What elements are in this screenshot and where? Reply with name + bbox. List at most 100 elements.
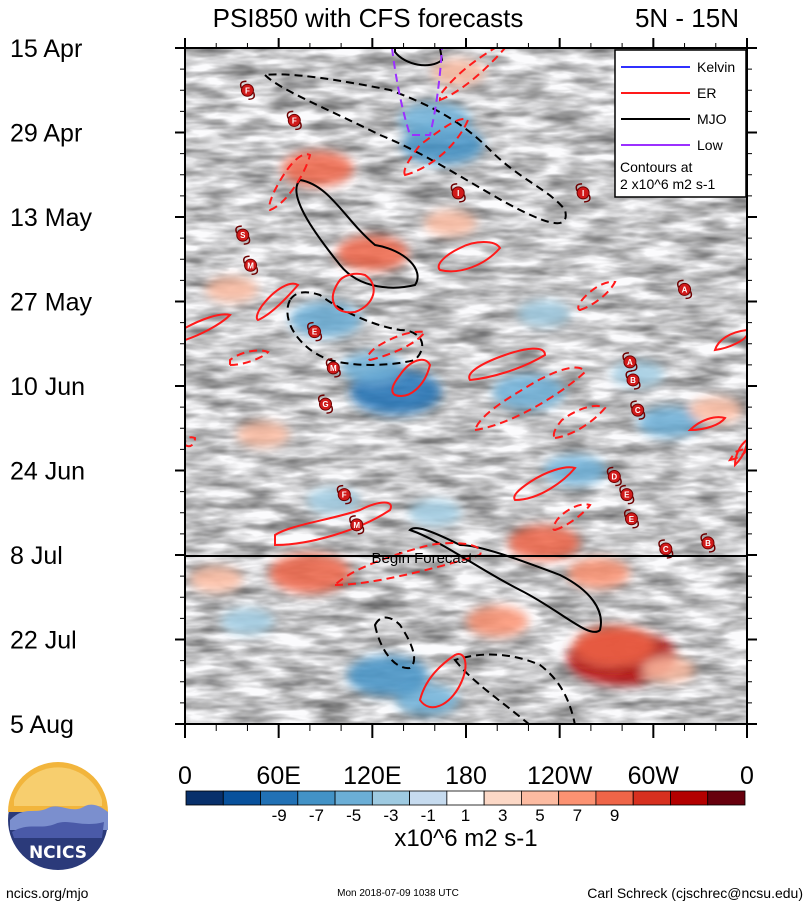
- storm-arm-icon: [307, 321, 314, 330]
- storm-marker: M: [325, 358, 341, 378]
- negative-anomaly-blob: [341, 352, 404, 384]
- storm-letter: B: [705, 539, 711, 548]
- er-contour-negative: [366, 330, 427, 362]
- mjo-contour-negative: [373, 616, 416, 670]
- negative-anomaly-blob: [492, 374, 565, 411]
- er-contour-negative: [727, 446, 747, 462]
- region-label: 5N - 15N: [635, 3, 739, 33]
- colorbar-tick-label: -7: [309, 806, 324, 825]
- storm-symbol-icon: [631, 403, 645, 417]
- storm-letter: E: [624, 491, 630, 500]
- storm-arm-icon: [630, 400, 637, 409]
- er-contour-positive: [713, 328, 747, 352]
- storm-letter: E: [629, 515, 635, 524]
- colorbar-segment: [371, 790, 411, 806]
- storm-arm-icon: [623, 509, 631, 518]
- storm-arm-icon: [326, 405, 334, 414]
- storm-marker: F: [239, 80, 256, 100]
- positive-anomaly-blob: [269, 552, 351, 594]
- colorbar-tick-label: 5: [535, 806, 544, 825]
- storm-arm-icon: [450, 183, 458, 192]
- storm-letter: C: [635, 406, 641, 415]
- storm-symbol-icon: [319, 397, 332, 411]
- storm-arm-icon: [295, 122, 302, 131]
- positive-anomaly-blob: [431, 58, 485, 86]
- storm-arm-icon: [622, 352, 629, 361]
- negative-anomaly-blob: [611, 360, 665, 388]
- er-contour-positive: [391, 358, 432, 397]
- er-contour-negative: [473, 366, 587, 432]
- colorbar-tick-label: -9: [272, 806, 287, 825]
- storm-symbol-icon: [701, 536, 715, 550]
- y-tick-label: 24 Jun: [10, 458, 85, 486]
- storm-arm-icon: [708, 544, 716, 553]
- er-contour-positive: [687, 416, 727, 432]
- storm-letter: M: [247, 261, 254, 270]
- storm-arm-icon: [575, 183, 583, 192]
- colorbar-segment: [483, 790, 522, 806]
- y-tick-label: 22 Jul: [10, 627, 77, 655]
- mjo-contour-positive: [394, 48, 444, 67]
- storm-arm-icon: [248, 91, 256, 100]
- storm-letter: E: [312, 328, 318, 337]
- er-contour-positive: [513, 466, 577, 502]
- storm-arm-icon: [606, 466, 614, 475]
- footer-author: Carl Schreck (cjschrec@ncsu.edu): [587, 885, 803, 901]
- storm-arm-icon: [632, 520, 640, 529]
- negative-anomaly-blob: [221, 608, 274, 635]
- x-tick-label: 60E: [256, 762, 300, 790]
- storm-marker: F: [336, 484, 352, 505]
- mjo-contour-positive: [408, 527, 602, 633]
- positive-anomaly-blob: [689, 396, 743, 424]
- storm-marker: I: [575, 183, 591, 203]
- storm-marker: A: [622, 352, 638, 372]
- storm-symbol-icon: [626, 373, 640, 387]
- er-contour-positive: [418, 653, 467, 709]
- storm-letter: M: [353, 521, 360, 530]
- storm-arm-icon: [243, 255, 250, 264]
- legend-label: MJO: [697, 111, 727, 127]
- legend: Kelvin ER MJO Low Contours at 2 x10^6 m2 s-…: [614, 49, 747, 198]
- colorbar-segment: [670, 790, 709, 806]
- colorbar-segment: [707, 790, 746, 806]
- legend-label: Kelvin: [697, 59, 735, 75]
- storm-symbol-icon: [337, 488, 351, 502]
- storm-arm-icon: [243, 236, 251, 245]
- storm-letter: D: [611, 473, 617, 482]
- storm-marker: A: [676, 279, 693, 300]
- mjo-contours: [262, 48, 602, 724]
- er-contour-positive: [437, 241, 502, 273]
- storm-arm-icon: [334, 369, 341, 378]
- er-contour-negative: [268, 153, 312, 212]
- storm-symbol-icon: [308, 325, 322, 339]
- storm-letter: A: [627, 358, 633, 367]
- negative-anomaly-blob: [289, 301, 362, 338]
- storm-marker: I: [450, 183, 466, 203]
- storm-arm-icon: [251, 266, 259, 276]
- colorbar-segment: [297, 790, 336, 806]
- storm-symbol-icon: [623, 355, 637, 369]
- storm-arm-icon: [685, 291, 693, 300]
- storm-symbol-icon: [240, 83, 254, 97]
- storm-arm-icon: [638, 411, 646, 420]
- er-contour-negative: [552, 404, 607, 440]
- ncics-logo-text: NCICS: [29, 843, 87, 863]
- er-contour-positive: [468, 347, 547, 382]
- negative-anomaly-blob: [544, 454, 607, 487]
- storm-marker: E: [307, 321, 323, 342]
- colorbar-tick-label: 1: [461, 806, 470, 825]
- er-contour-positive: [255, 282, 300, 322]
- storm-letter: B: [630, 376, 636, 385]
- storm-marker: M: [349, 515, 365, 535]
- colorbar-units: x10^6 m2 s-1: [394, 825, 537, 852]
- storm-marker: E: [619, 484, 635, 505]
- contour-note-line1: Contours at: [620, 159, 692, 175]
- positive-anomaly-blob: [336, 235, 409, 272]
- colorbar: -9 -7 -5 -3 -1 1 3 5 7 9: [185, 790, 746, 825]
- colorbar-segment: [409, 790, 448, 806]
- negative-anomaly-blob: [306, 487, 360, 514]
- er-contour-negative: [185, 436, 197, 448]
- storm-symbol-icon: [451, 186, 465, 200]
- storm-symbol-icon: [678, 282, 692, 296]
